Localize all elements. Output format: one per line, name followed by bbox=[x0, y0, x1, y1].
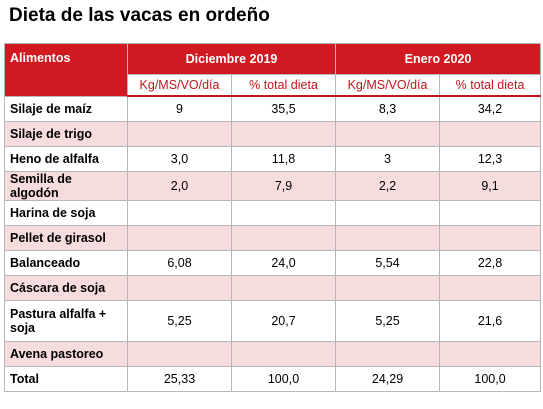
table-row: Avena pastoreo bbox=[4, 341, 542, 367]
table-cell bbox=[439, 341, 542, 367]
table-cell bbox=[230, 200, 337, 226]
table-cell: 24,0 bbox=[230, 250, 337, 276]
table-cell: 5,25 bbox=[127, 300, 232, 342]
subheader-kg-1: Kg/MS/VO/día bbox=[127, 74, 232, 97]
table-cell bbox=[127, 275, 232, 301]
table-cell bbox=[335, 341, 441, 367]
table-row: Silaje de maíz 9 35,5 8,3 34,2 bbox=[4, 95, 542, 122]
table-cell bbox=[335, 275, 441, 301]
table-cell: 22,8 bbox=[439, 250, 542, 276]
group-header-dic-2019: Diciembre 2019 bbox=[126, 43, 337, 75]
table-cell bbox=[230, 121, 337, 147]
table-cell bbox=[439, 200, 542, 226]
table-row: Pastura alfalfa + soja 5,25 20,7 5,25 21,6 bbox=[4, 300, 542, 342]
table-cell bbox=[127, 341, 232, 367]
table-cell: 5,25 bbox=[335, 300, 441, 342]
table-cell bbox=[335, 121, 441, 147]
table-cell: 2,0 bbox=[127, 171, 232, 201]
total-cell: 100,0 bbox=[230, 366, 337, 392]
row-label: Pellet de girasol bbox=[4, 225, 128, 251]
table-cell: 11,8 bbox=[230, 146, 337, 172]
table-cell: 20,7 bbox=[230, 300, 337, 342]
row-label: Silaje de trigo bbox=[4, 121, 128, 147]
table-row: Silaje de trigo bbox=[4, 121, 542, 147]
table-cell: 8,3 bbox=[335, 95, 441, 122]
table-row: Cáscara de soja bbox=[4, 275, 542, 301]
row-label: Semilla de algodón bbox=[4, 171, 128, 201]
table-cell bbox=[127, 121, 232, 147]
table-cell: 3,0 bbox=[127, 146, 232, 172]
subheader-pct-2: % total dieta bbox=[439, 74, 542, 97]
table-cell: 7,9 bbox=[230, 171, 337, 201]
table-cell bbox=[335, 225, 441, 251]
table-cell: 9 bbox=[127, 95, 232, 122]
total-label: Total bbox=[4, 366, 128, 392]
row-label: Heno de alfalfa bbox=[4, 146, 128, 172]
row-label: Cáscara de soja bbox=[4, 275, 128, 301]
table-cell: 34,2 bbox=[439, 95, 542, 122]
table-cell bbox=[439, 121, 542, 147]
table-cell: 21,6 bbox=[439, 300, 542, 342]
column-header-alimentos: Alimentos bbox=[4, 43, 128, 97]
table-cell: 9,1 bbox=[439, 171, 542, 201]
table-cell bbox=[335, 200, 441, 226]
total-cell: 24,29 bbox=[335, 366, 441, 392]
row-label: Pastura alfalfa + soja bbox=[4, 300, 128, 342]
table-cell: 6,08 bbox=[127, 250, 232, 276]
table-cell bbox=[230, 341, 337, 367]
row-label: Avena pastoreo bbox=[4, 341, 128, 367]
subheader-pct-1: % total dieta bbox=[230, 74, 337, 97]
table-cell: 3 bbox=[335, 146, 441, 172]
row-label: Balanceado bbox=[4, 250, 128, 276]
group-header-ene-2020: Enero 2020 bbox=[335, 43, 542, 75]
table-row: Semilla de algodón 2,0 7,9 2,2 9,1 bbox=[4, 171, 542, 201]
table-cell bbox=[127, 225, 232, 251]
table-cell: 12,3 bbox=[439, 146, 542, 172]
table-cell: 2,2 bbox=[335, 171, 441, 201]
diet-table: Alimentos Diciembre 2019 Enero 2020 Kg/M… bbox=[4, 43, 542, 392]
table-cell: 35,5 bbox=[230, 95, 337, 122]
table-cell bbox=[439, 225, 542, 251]
subheader-kg-2: Kg/MS/VO/día bbox=[335, 74, 441, 97]
table-cell: 5,54 bbox=[335, 250, 441, 276]
row-label: Silaje de maíz bbox=[4, 95, 128, 122]
table-row: Balanceado 6,08 24,0 5,54 22,8 bbox=[4, 250, 542, 276]
table-row: Harina de soja bbox=[4, 200, 542, 226]
total-cell: 25,33 bbox=[127, 366, 232, 392]
row-label: Harina de soja bbox=[4, 200, 128, 226]
table-row: Heno de alfalfa 3,0 11,8 3 12,3 bbox=[4, 146, 542, 172]
total-cell: 100,0 bbox=[439, 366, 542, 392]
table-cell bbox=[230, 275, 337, 301]
page-title: Dieta de las vacas en ordeño bbox=[9, 5, 270, 26]
table-cell bbox=[127, 200, 232, 226]
table-row: Pellet de girasol bbox=[4, 225, 542, 251]
table-cell bbox=[439, 275, 542, 301]
total-row: Total 25,33 100,0 24,29 100,0 bbox=[4, 366, 542, 392]
table-cell bbox=[230, 225, 337, 251]
